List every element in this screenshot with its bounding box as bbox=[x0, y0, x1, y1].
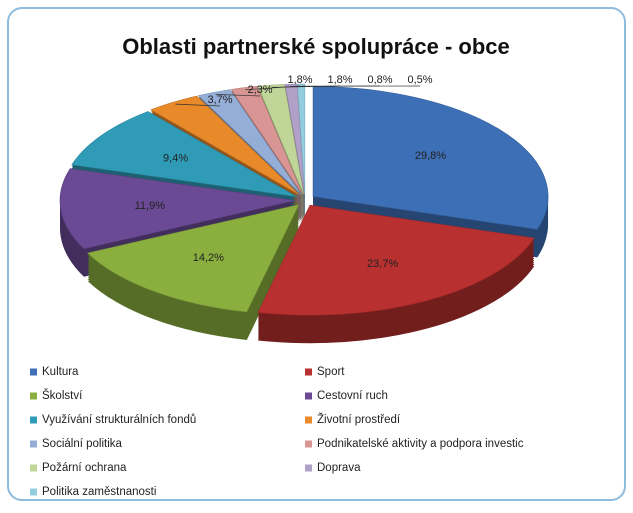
data-label: 3,7% bbox=[207, 94, 232, 106]
legend-swatch bbox=[30, 369, 37, 376]
legend-swatch bbox=[305, 441, 312, 448]
legend-label: Sport bbox=[317, 366, 345, 378]
legend-swatch bbox=[30, 465, 37, 472]
data-label: 29,8% bbox=[415, 150, 446, 162]
data-label: 0,5% bbox=[407, 74, 432, 86]
legend-label: Požární ochrana bbox=[42, 462, 127, 474]
data-label: 1,8% bbox=[287, 74, 312, 86]
legend-swatch bbox=[30, 393, 37, 400]
legend-swatch bbox=[305, 417, 312, 424]
data-label: 11,9% bbox=[135, 200, 166, 212]
legend-label: Sociální politika bbox=[42, 438, 123, 450]
chart-title: Oblasti partnerské spolupráce - obce bbox=[122, 34, 510, 59]
data-label: 14,2% bbox=[193, 252, 224, 264]
legend-label: Kultura bbox=[42, 366, 79, 378]
data-label: 0,8% bbox=[367, 74, 392, 86]
data-label: 9,4% bbox=[163, 153, 188, 165]
legend-swatch bbox=[30, 417, 37, 424]
legend-label: Školství bbox=[42, 389, 83, 402]
legend-label: Životní prostředí bbox=[317, 413, 401, 426]
legend-swatch bbox=[305, 369, 312, 376]
legend-swatch bbox=[30, 489, 37, 496]
legend-label: Politika zaměstnanosti bbox=[42, 486, 156, 498]
data-label: 2,3% bbox=[247, 84, 272, 96]
legend-label: Cestovní ruch bbox=[317, 390, 388, 402]
legend-swatch bbox=[305, 393, 312, 400]
pie bbox=[60, 84, 548, 343]
data-label: 23,7% bbox=[367, 258, 398, 270]
legend-swatch bbox=[30, 441, 37, 448]
legend-label: Využívání strukturálních fondů bbox=[42, 414, 196, 426]
legend-label: Doprava bbox=[317, 462, 361, 474]
data-label: 1,8% bbox=[327, 74, 352, 86]
legend-swatch bbox=[305, 465, 312, 472]
legend-label: Podnikatelské aktivity a podpora investi… bbox=[317, 438, 524, 450]
